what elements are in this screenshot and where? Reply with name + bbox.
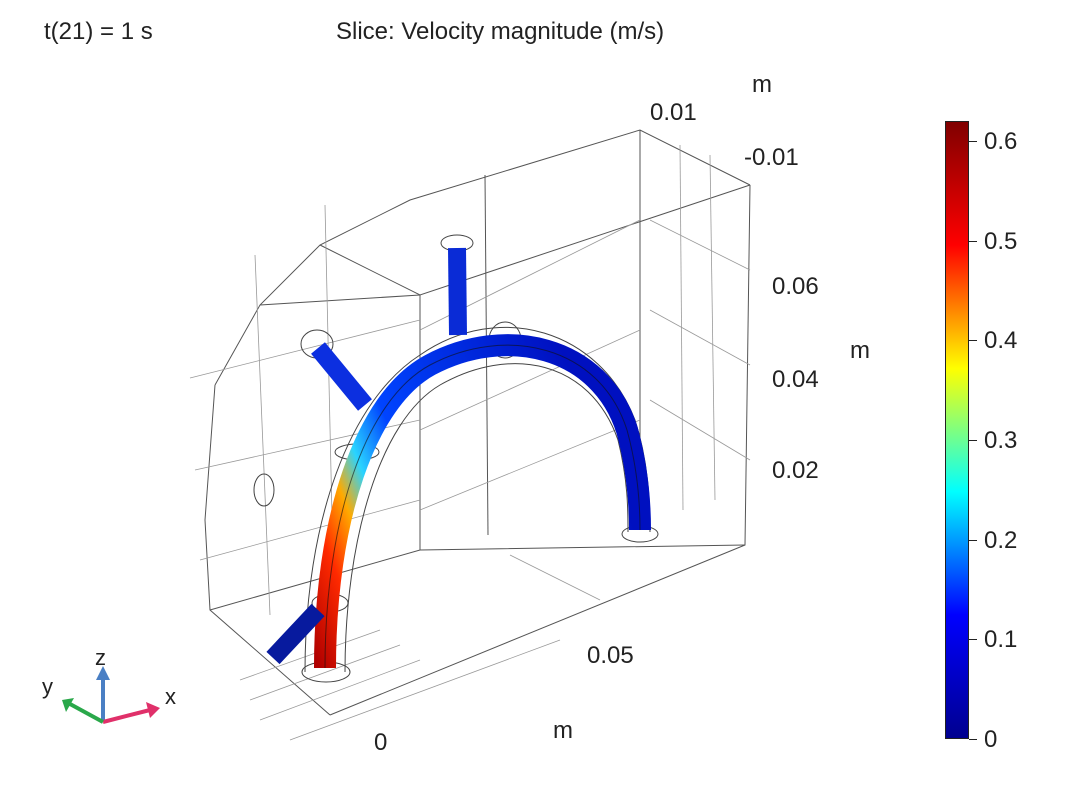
colorbar-tick <box>969 639 977 641</box>
bounding-box <box>204 129 751 716</box>
colorbar-tick-label: 0.6 <box>984 127 1018 155</box>
colorbar-tick-label: 0.1 <box>984 626 1018 654</box>
colorbar-tick <box>969 739 977 740</box>
colorbar-tick-label: 0.3 <box>984 426 1018 454</box>
colorbar <box>945 121 969 739</box>
z-tick-1: 0.04 <box>772 366 819 393</box>
z-tick-2: 0.02 <box>772 457 819 484</box>
colorbar-tick <box>969 340 977 342</box>
colorbar-tick <box>969 539 977 541</box>
z-axis-unit: m <box>850 337 870 364</box>
x-tick-1: 0 <box>374 729 387 756</box>
triad-z-label: z <box>95 645 106 670</box>
x-tick-0: 0.05 <box>587 642 634 669</box>
lower-inlet <box>266 603 325 665</box>
axis-triad: z y x <box>42 645 176 724</box>
colorbar-tick-label: 0.2 <box>984 526 1018 554</box>
top-branch <box>448 247 467 336</box>
colorbar-tick-label: 0.5 <box>984 227 1018 255</box>
y-axis-unit: m <box>752 71 772 98</box>
triad-x-label: x <box>165 684 176 709</box>
plot-title: Slice: Velocity magnitude (m/s) <box>336 18 665 45</box>
x-axis-unit: m <box>553 717 573 744</box>
triad-y-label: y <box>42 674 53 699</box>
grid-lines <box>189 144 751 741</box>
upper-left-branch <box>311 342 372 411</box>
colorbar-tick <box>969 439 977 441</box>
y-tick-0: 0.01 <box>650 99 697 126</box>
colorbar-tick-label: 0.4 <box>984 327 1018 355</box>
time-label: t(21) = 1 s <box>44 18 153 45</box>
z-tick-0: 0.06 <box>772 273 819 300</box>
y-tick-1: -0.01 <box>744 144 799 171</box>
colorbar-tick-label: 0 <box>984 726 998 753</box>
colorbar-tick <box>969 240 977 242</box>
colorbar-tick <box>969 140 977 142</box>
aortic-arch <box>314 334 651 669</box>
velocity-slice <box>262 247 651 669</box>
